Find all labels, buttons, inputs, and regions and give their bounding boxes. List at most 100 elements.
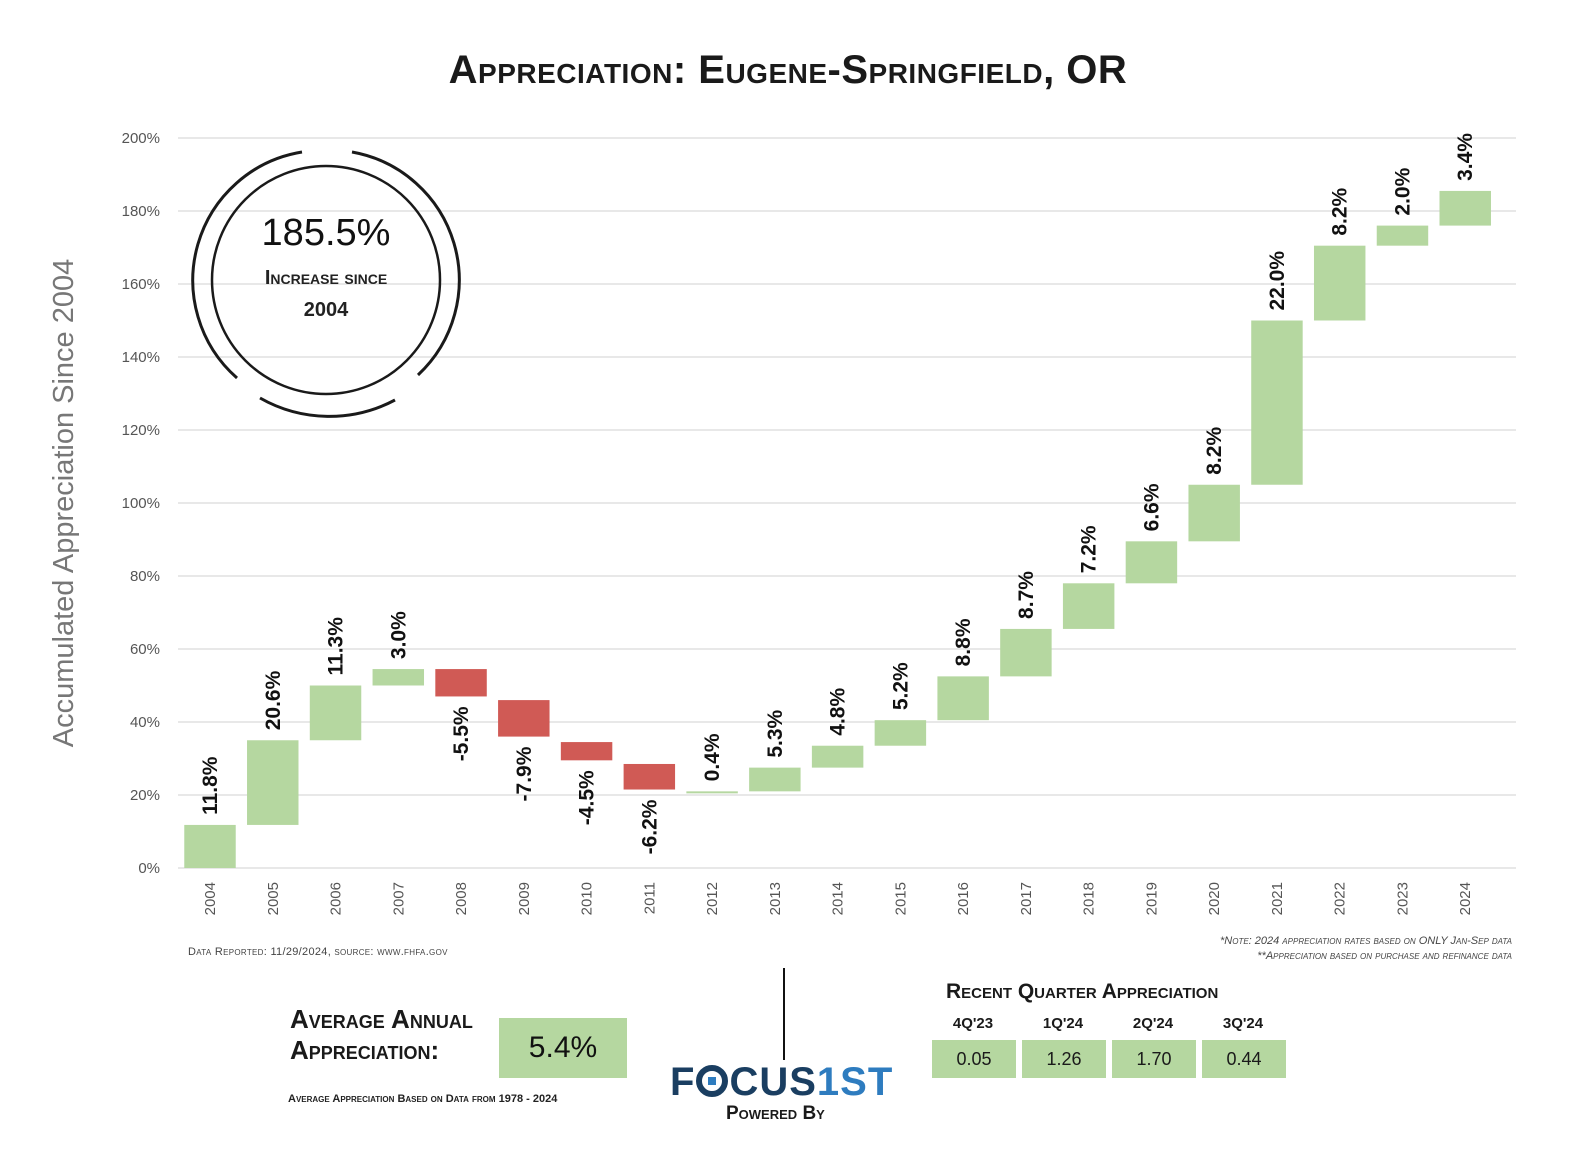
grid-lines	[178, 137, 1516, 869]
x-tick-label: 2011	[641, 882, 658, 914]
average-appreciation-value: 5.4%	[499, 1018, 627, 1078]
divider-line	[783, 968, 785, 1060]
data-label-2022: 8.2%	[1329, 187, 1352, 235]
focus1st-logo: F CUS1ST	[670, 1060, 893, 1105]
x-tick-label: 2018	[1081, 882, 1098, 915]
y-tick-label: 180%	[122, 203, 160, 220]
x-tick-label: 2019	[1143, 882, 1160, 915]
note-purchase-refinance: **Appreciation based on purchase and ref…	[1257, 950, 1512, 962]
average-appreciation-footnote: Average Appreciation Based on Data from …	[288, 1093, 558, 1105]
bars	[184, 190, 1491, 868]
y-tick-label: 40%	[130, 714, 160, 731]
y-axis-label: Accumulated Appreciation Since 2004	[48, 259, 80, 747]
average-appreciation-label: Average Annual Appreciation:	[290, 1004, 473, 1065]
bar-2005	[247, 740, 299, 825]
y-tick-label: 60%	[130, 641, 160, 658]
recent-quarter-title: Recent Quarter Appreciation	[946, 980, 1219, 1003]
badge-inner-ring	[210, 164, 442, 396]
logo-text-1st: 1ST	[816, 1060, 894, 1104]
bar-2019	[1125, 541, 1178, 584]
data-label-2015: 5.2%	[889, 662, 912, 710]
data-label-2017: 8.7%	[1015, 571, 1038, 619]
data-label-2014: 4.8%	[827, 688, 850, 736]
data-label-2020: 8.2%	[1203, 427, 1226, 475]
bar-2013	[749, 767, 801, 792]
x-tick-label: 2021	[1269, 882, 1286, 915]
x-tick-label: 2013	[767, 882, 784, 915]
total-increase-badge: 185.5% Increase since 2004	[191, 150, 461, 418]
data-label-2021: 22.0%	[1266, 251, 1289, 311]
bar-2021	[1251, 320, 1303, 485]
data-label-2013: 5.3%	[764, 709, 787, 757]
bar-2012	[686, 791, 738, 794]
y-tick-label: 160%	[122, 276, 160, 293]
badge-outer-arc-left	[191, 150, 303, 380]
quarter-header: 4Q'23	[952, 1015, 994, 1032]
bar-2014	[811, 745, 864, 768]
quarter-value: 0.44	[1202, 1040, 1286, 1078]
data-label-2010: -4.5%	[576, 770, 599, 825]
y-tick-label: 200%	[122, 130, 160, 147]
bar-2008	[435, 669, 487, 697]
quarter-header: 2Q'24	[1132, 1015, 1174, 1032]
bar-2016	[937, 676, 989, 721]
x-tick-label: 2006	[328, 882, 345, 915]
bar-2022	[1313, 245, 1366, 321]
y-tick-label: 100%	[122, 495, 160, 512]
badge-value: 185.5%	[262, 212, 391, 254]
badge-outer-arc-bottom	[259, 396, 396, 418]
quarter-header: 1Q'24	[1042, 1015, 1084, 1032]
data-label-2008: -5.5%	[450, 706, 473, 761]
quarter-value: 0.05	[932, 1040, 1016, 1078]
bar-2007	[372, 669, 425, 686]
bar-2018	[1062, 583, 1115, 629]
x-tick-label: 2015	[892, 882, 909, 915]
x-axis-ticks: 2004 2005 2006 2007 2008 2009 2010 2011 2012 2013…	[202, 882, 1474, 915]
x-tick-label: 2024	[1457, 882, 1474, 915]
x-tick-label: 2017	[1018, 882, 1035, 915]
badge-caption-line1: Increase since	[265, 267, 387, 289]
y-tick-label: 0%	[138, 860, 160, 877]
bar-2017	[1000, 628, 1052, 677]
y-tick-label: 80%	[130, 568, 160, 585]
x-tick-label: 2009	[516, 882, 533, 915]
data-label-2023: 2.0%	[1391, 167, 1414, 215]
badge-outer-arc-right	[351, 150, 461, 377]
bar-2023	[1376, 225, 1429, 246]
source-note: Data Reported: 11/29/2024, source: www.f…	[188, 946, 448, 958]
data-label-2012: 0.4%	[701, 733, 724, 781]
data-label-2016: 8.8%	[952, 618, 975, 666]
x-tick-label: 2004	[202, 882, 219, 915]
bar-2020	[1188, 484, 1240, 542]
data-labels: 11.8% 20.6% 11.3% 3.0% -5.5% -7.9% -4.5% -6.2% 0…	[199, 133, 1477, 855]
house-icon	[696, 1065, 729, 1097]
y-tick-label: 20%	[130, 787, 160, 804]
bar-2004	[184, 824, 236, 868]
x-tick-label: 2008	[453, 882, 470, 915]
logo-text-cus: CUS	[729, 1060, 817, 1104]
y-tick-label: 120%	[122, 422, 160, 439]
data-label-2006: 11.3%	[325, 617, 348, 676]
bar-2010	[560, 742, 613, 761]
bar-2011	[623, 763, 676, 790]
quarter-value: 1.26	[1022, 1040, 1106, 1078]
note-2024-data: *Note: 2024 appreciation rates based on …	[1220, 935, 1512, 947]
data-label-2005: 20.6%	[262, 670, 285, 730]
quarter-header: 3Q'24	[1222, 1015, 1264, 1032]
data-label-2018: 7.2%	[1078, 525, 1101, 573]
bar-2015	[874, 720, 927, 746]
chart-title: Appreciation: Eugene-Springfield, OR	[448, 48, 1128, 92]
data-label-2007: 3.0%	[387, 611, 410, 659]
data-label-2019: 6.6%	[1140, 483, 1163, 531]
data-label-2011: -6.2%	[638, 799, 661, 854]
data-label-2024: 3.4%	[1454, 133, 1477, 181]
x-tick-label: 2010	[579, 882, 596, 915]
bar-2006	[309, 685, 362, 741]
powered-by-label: Powered By	[726, 1103, 825, 1124]
x-tick-label: 2007	[390, 882, 407, 915]
x-tick-label: 2020	[1206, 882, 1223, 915]
x-tick-label: 2014	[830, 882, 847, 915]
x-tick-label: 2005	[265, 882, 282, 915]
x-tick-label: 2016	[955, 882, 972, 915]
bar-2024	[1439, 190, 1491, 226]
